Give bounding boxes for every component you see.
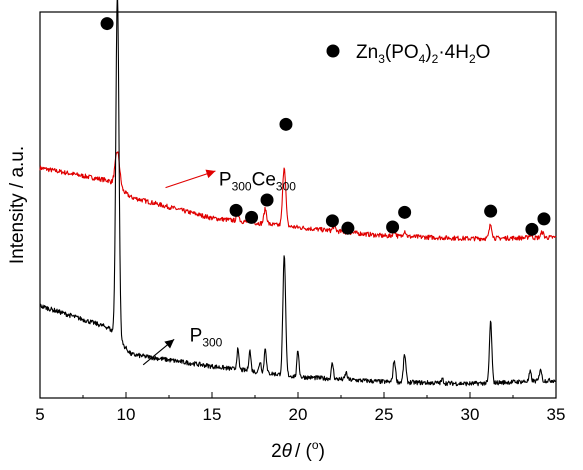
phase-marker [386, 220, 400, 234]
annotation-arrowhead [164, 339, 175, 349]
annotation-label: P300 [190, 326, 223, 350]
phase-marker [537, 212, 551, 226]
phase-marker [260, 193, 274, 207]
annotation-arrowhead [205, 169, 216, 179]
phase-marker [279, 117, 293, 131]
phase-marker [484, 204, 498, 218]
x-tick-labels: 5 10 15 20 25 30 35 [35, 405, 565, 424]
phase-markers [100, 17, 551, 236]
series-line-p300 [39, 0, 557, 387]
legend-label: Zn3(PO4)2·4H2O [356, 42, 490, 66]
x-tick-label: 15 [203, 405, 222, 424]
phase-marker [325, 214, 339, 228]
series-layer [39, 0, 557, 387]
plot-frame [39, 11, 557, 399]
x-axis-title: 2θ / (o) [271, 438, 325, 462]
phase-marker [100, 17, 114, 31]
series-line-p300ce300 [39, 151, 557, 242]
x-tick-label: 20 [289, 405, 308, 424]
phase-marker [398, 205, 412, 219]
x-tick-label: 35 [547, 405, 566, 424]
x-tick-label: 10 [117, 405, 136, 424]
x-tick-label: 30 [461, 405, 480, 424]
phase-marker [229, 203, 243, 217]
phase-marker [525, 222, 539, 236]
phase-marker [245, 210, 259, 224]
x-ticks [39, 392, 557, 398]
series-annotations: P300Ce300 P300 [142, 169, 296, 366]
legend: Zn3(PO4)2·4H2O [326, 42, 490, 66]
y-axis-title: Intensity / a.u. [7, 146, 28, 264]
x-tick-label: 5 [35, 405, 44, 424]
legend-marker-icon [326, 44, 340, 58]
x-tick-label: 25 [375, 405, 394, 424]
annotation-label: P300Ce300 [219, 170, 296, 194]
phase-marker [341, 221, 355, 235]
